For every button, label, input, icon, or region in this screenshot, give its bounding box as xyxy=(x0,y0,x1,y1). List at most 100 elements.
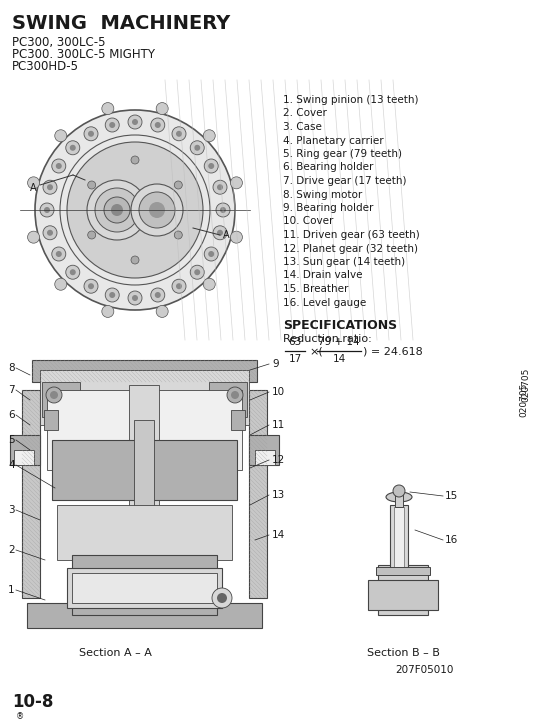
Text: 7: 7 xyxy=(8,385,14,395)
Circle shape xyxy=(104,197,130,223)
Bar xyxy=(72,555,217,615)
Bar xyxy=(27,603,262,628)
Circle shape xyxy=(46,387,62,403)
Bar xyxy=(376,567,430,575)
Text: 5: 5 xyxy=(8,435,14,445)
Text: Reduction ratio:: Reduction ratio: xyxy=(283,334,372,344)
Circle shape xyxy=(217,593,227,603)
Circle shape xyxy=(132,295,138,301)
Text: 9. Bearing holder: 9. Bearing holder xyxy=(283,203,373,213)
Text: 9: 9 xyxy=(272,359,279,369)
Circle shape xyxy=(203,278,215,291)
Bar xyxy=(129,385,159,603)
Circle shape xyxy=(204,247,218,261)
Text: 14. Drain valve: 14. Drain valve xyxy=(283,270,363,280)
Circle shape xyxy=(88,231,96,239)
Text: 6. Bearing holder: 6. Bearing holder xyxy=(283,162,373,172)
Circle shape xyxy=(156,102,168,115)
Circle shape xyxy=(220,207,226,213)
Circle shape xyxy=(227,387,243,403)
Text: A: A xyxy=(223,230,230,240)
Circle shape xyxy=(208,251,214,257)
Text: ®: ® xyxy=(16,712,24,721)
Circle shape xyxy=(40,203,54,217)
Bar xyxy=(57,505,232,560)
Circle shape xyxy=(204,159,218,173)
Text: ×(: ×( xyxy=(309,346,323,356)
Circle shape xyxy=(28,231,40,243)
Circle shape xyxy=(212,588,232,608)
Circle shape xyxy=(190,141,204,155)
Text: 3: 3 xyxy=(8,505,14,515)
Circle shape xyxy=(67,142,203,278)
Circle shape xyxy=(231,177,242,189)
Text: 13: 13 xyxy=(272,490,285,500)
Circle shape xyxy=(131,256,139,264)
Bar xyxy=(14,450,34,465)
Text: 1: 1 xyxy=(8,585,14,595)
Circle shape xyxy=(47,230,53,236)
Text: 4. Planetary carrier: 4. Planetary carrier xyxy=(283,136,383,146)
Circle shape xyxy=(102,306,114,317)
Circle shape xyxy=(28,177,40,189)
Circle shape xyxy=(151,288,165,302)
Text: PC300. 300LC-5 MIGHTY: PC300. 300LC-5 MIGHTY xyxy=(12,48,155,61)
Circle shape xyxy=(43,226,57,240)
Text: SWING  MACHINERY: SWING MACHINERY xyxy=(12,14,230,33)
Text: 3. Case: 3. Case xyxy=(283,122,322,132)
Text: 7. Drive gear (17 teeth): 7. Drive gear (17 teeth) xyxy=(283,176,406,186)
Bar xyxy=(32,360,257,382)
Text: PC300HD-5: PC300HD-5 xyxy=(12,60,79,73)
Circle shape xyxy=(217,230,223,236)
Text: 14: 14 xyxy=(332,354,345,364)
Circle shape xyxy=(43,180,57,194)
Text: 10: 10 xyxy=(272,387,285,397)
Text: 8: 8 xyxy=(8,363,14,373)
Text: SPECIFICATIONS: SPECIFICATIONS xyxy=(283,319,397,332)
Bar xyxy=(47,390,242,470)
Text: ) = 24.618: ) = 24.618 xyxy=(363,346,423,356)
Circle shape xyxy=(88,181,96,189)
Bar xyxy=(368,580,438,610)
Circle shape xyxy=(84,127,98,141)
Circle shape xyxy=(231,391,239,399)
Text: 13. Sun gear (14 teeth): 13. Sun gear (14 teeth) xyxy=(283,257,405,267)
Circle shape xyxy=(111,204,123,216)
Circle shape xyxy=(231,231,242,243)
Text: 020705: 020705 xyxy=(520,383,529,417)
Circle shape xyxy=(66,141,80,155)
Circle shape xyxy=(128,115,142,129)
Circle shape xyxy=(393,485,405,497)
Circle shape xyxy=(131,184,183,236)
Text: Section B – B: Section B – B xyxy=(366,648,439,658)
Circle shape xyxy=(56,163,62,169)
Text: 12: 12 xyxy=(272,455,285,465)
Circle shape xyxy=(190,265,204,279)
Bar xyxy=(394,507,404,568)
Circle shape xyxy=(105,288,119,302)
Circle shape xyxy=(155,122,161,128)
Bar xyxy=(10,435,40,465)
Circle shape xyxy=(131,156,139,164)
Text: 2. Cover: 2. Cover xyxy=(283,108,327,118)
Circle shape xyxy=(151,118,165,132)
Circle shape xyxy=(55,278,67,291)
Text: 14: 14 xyxy=(272,530,285,540)
Text: 4: 4 xyxy=(8,460,14,470)
Circle shape xyxy=(55,130,67,142)
Text: 5. Ring gear (79 teeth): 5. Ring gear (79 teeth) xyxy=(283,149,402,159)
Circle shape xyxy=(216,203,230,217)
Bar xyxy=(255,450,275,465)
Bar xyxy=(390,505,408,570)
Circle shape xyxy=(95,188,139,232)
Text: 63: 63 xyxy=(288,337,302,347)
Circle shape xyxy=(149,202,165,218)
Circle shape xyxy=(88,131,94,137)
FancyBboxPatch shape xyxy=(22,390,40,598)
Circle shape xyxy=(139,192,175,228)
Circle shape xyxy=(208,163,214,169)
Circle shape xyxy=(102,102,114,115)
Text: 020705: 020705 xyxy=(522,368,530,402)
Bar xyxy=(249,435,279,465)
Circle shape xyxy=(109,292,115,298)
